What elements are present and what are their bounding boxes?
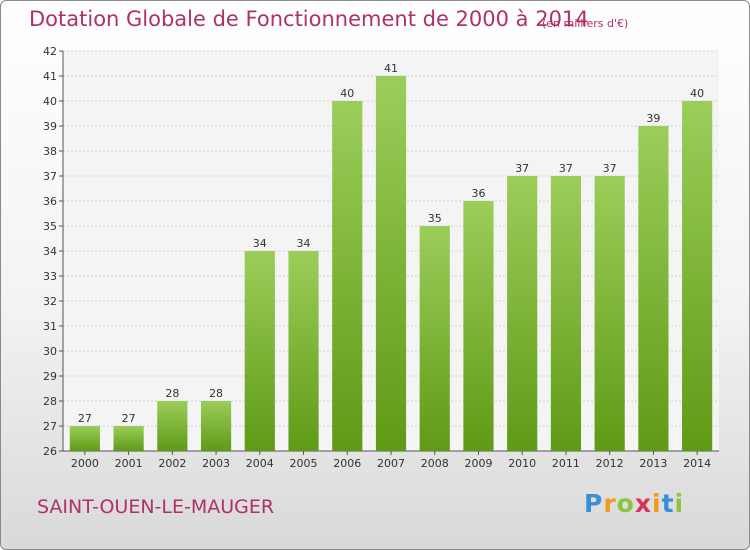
bar [375, 76, 407, 451]
data-label: 27 [122, 412, 136, 425]
data-label: 40 [340, 87, 354, 100]
data-label: 36 [471, 187, 485, 200]
y-tick-label: 33 [43, 270, 57, 283]
chart-subtitle: (en milliers d'€) [542, 17, 629, 30]
data-label: 37 [559, 162, 573, 175]
y-tick-label: 29 [43, 370, 57, 383]
bar [69, 426, 100, 451]
data-label: 35 [428, 212, 442, 225]
x-tick-label: 2010 [508, 457, 536, 470]
bar [507, 176, 538, 451]
data-label: 34 [253, 237, 267, 250]
x-tick-label: 2013 [639, 457, 667, 470]
location-name: SAINT-OUEN-LE-MAUGER [37, 496, 275, 518]
y-tick-label: 39 [43, 120, 57, 133]
bar [682, 101, 713, 451]
x-tick-label: 2008 [421, 457, 449, 470]
bar [419, 226, 450, 451]
y-tick-label: 32 [43, 295, 57, 308]
x-tick-label: 2014 [683, 457, 711, 470]
x-tick-label: 2006 [333, 457, 361, 470]
data-label: 37 [603, 162, 617, 175]
x-tick-label: 2005 [290, 457, 318, 470]
y-tick-label: 37 [43, 170, 57, 183]
x-tick-label: 2003 [202, 457, 230, 470]
y-tick-label: 28 [43, 395, 57, 408]
bar [463, 201, 494, 451]
proxiti-logo: Proxiti [584, 489, 685, 518]
bar [638, 126, 669, 451]
data-label: 27 [78, 412, 92, 425]
chart-title: Dotation Globale de Fonctionnement de 20… [29, 7, 589, 31]
y-tick-label: 36 [43, 195, 57, 208]
x-tick-label: 2004 [246, 457, 274, 470]
x-tick-label: 2011 [552, 457, 580, 470]
data-label: 41 [384, 62, 398, 75]
data-label: 34 [297, 237, 311, 250]
y-tick-label: 40 [43, 95, 57, 108]
y-tick-label: 26 [43, 445, 57, 458]
bar [113, 426, 144, 451]
y-tick-label: 30 [43, 345, 57, 358]
bar [200, 401, 232, 451]
bar [332, 101, 363, 451]
y-tick-label: 41 [43, 70, 57, 83]
x-tick-label: 2007 [377, 457, 405, 470]
y-tick-label: 31 [43, 320, 57, 333]
data-label: 28 [165, 387, 179, 400]
y-tick-label: 42 [43, 45, 57, 58]
y-tick-label: 34 [43, 245, 57, 258]
bar [244, 251, 275, 451]
bar [288, 251, 319, 451]
x-tick-label: 2012 [596, 457, 624, 470]
bar [550, 176, 582, 451]
y-tick-label: 38 [43, 145, 57, 158]
data-label: 28 [209, 387, 223, 400]
y-tick-label: 35 [43, 220, 57, 233]
x-tick-label: 2002 [158, 457, 186, 470]
x-tick-label: 2001 [115, 457, 143, 470]
bar [594, 176, 625, 451]
x-tick-label: 2000 [71, 457, 99, 470]
y-tick-label: 27 [43, 420, 57, 433]
data-label: 37 [515, 162, 529, 175]
data-label: 40 [690, 87, 704, 100]
bar [157, 401, 188, 451]
data-label: 39 [646, 112, 660, 125]
x-tick-label: 2009 [464, 457, 492, 470]
